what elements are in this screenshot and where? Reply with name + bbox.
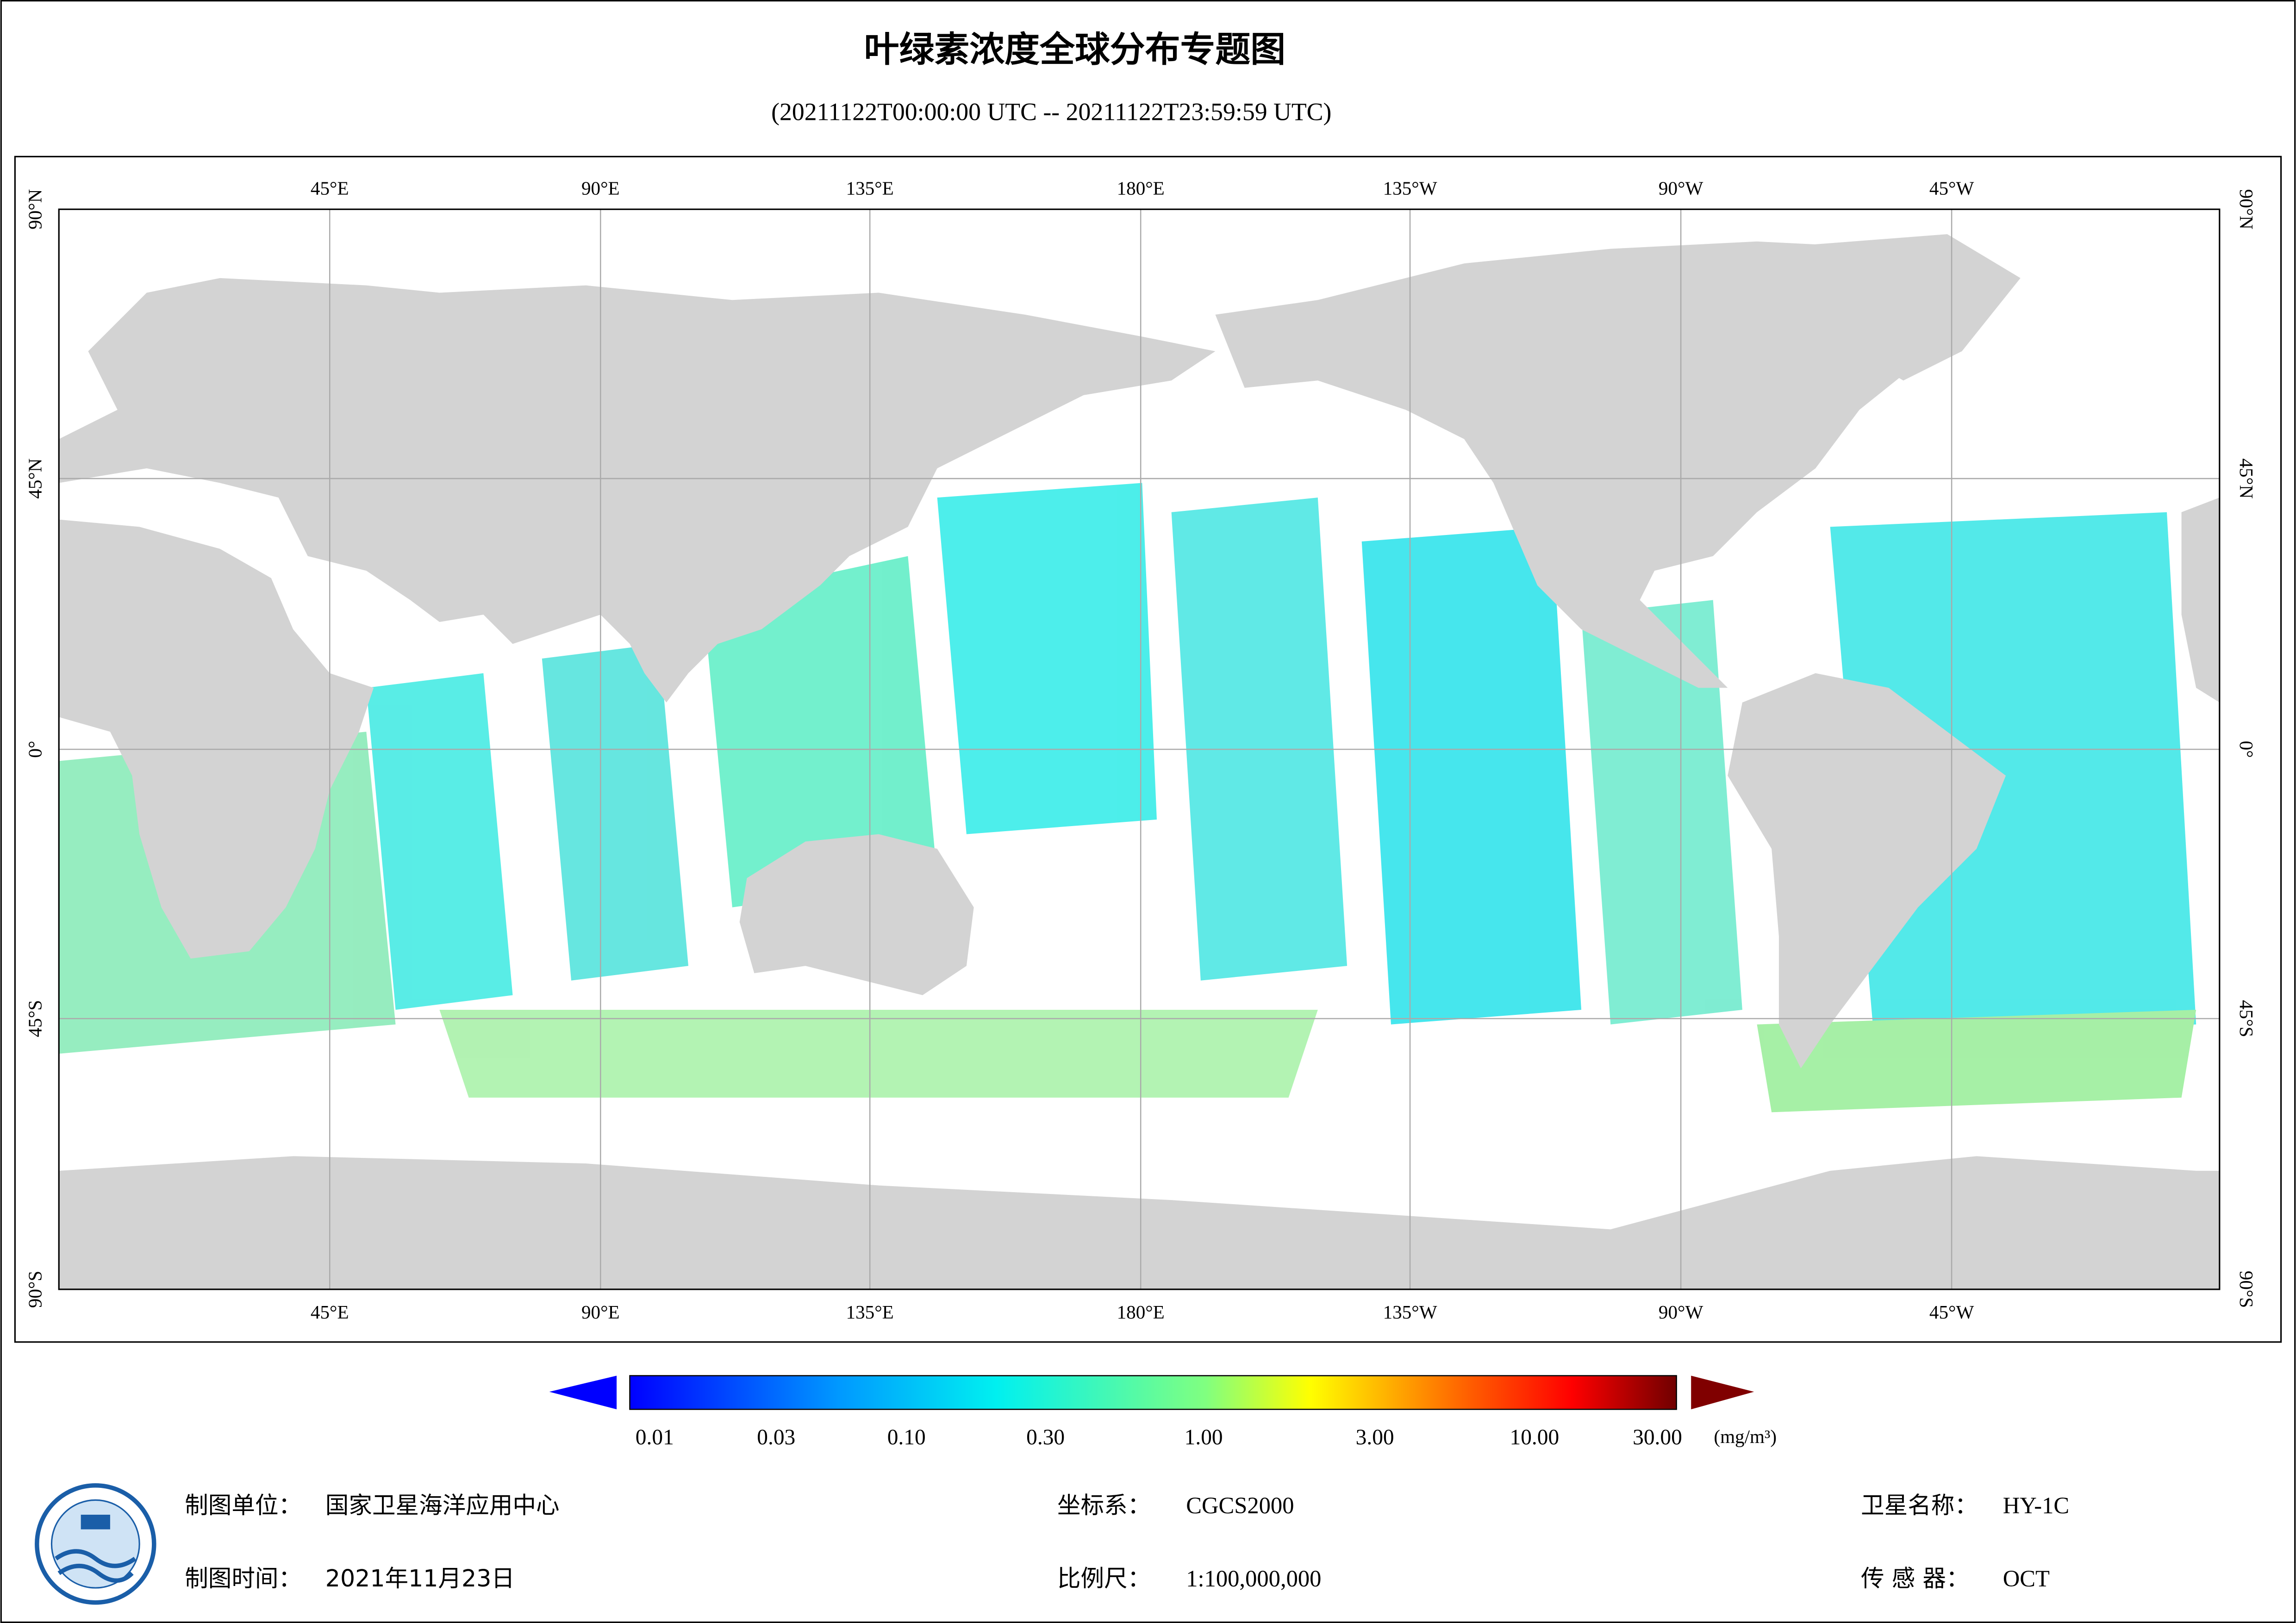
title: 叶绿素浓度全球分布专题图 (864, 29, 1286, 70)
footer-value: HY-1C (2003, 1492, 2069, 1518)
lat-label: 90°S (2236, 1271, 2257, 1308)
footer-value: 1:100,000,000 (1186, 1566, 1321, 1592)
lon-label: 180°E (1117, 178, 1165, 199)
footer-value: 2021年11月23日 (325, 1565, 515, 1592)
lon-label: 90°W (1659, 1301, 1703, 1323)
lat-label: 45°S (24, 1000, 45, 1037)
footer-value: OCT (2003, 1566, 2050, 1592)
lon-label: 90°W (1659, 178, 1703, 199)
colorbar-over (1691, 1375, 1754, 1410)
lat-label: 45°N (24, 458, 45, 498)
lon-label: 135°W (1383, 1301, 1437, 1323)
lat-label: 45°N (2236, 458, 2257, 498)
map (59, 209, 2220, 1289)
legend-label: 30.00 (1633, 1425, 1682, 1449)
footer-label: 制图时间： (185, 1565, 302, 1592)
lon-label: 180°E (1117, 1301, 1165, 1323)
lat-label: 0° (2236, 741, 2257, 758)
map-frame (14, 155, 2282, 1343)
legend-label: 0.10 (887, 1425, 926, 1449)
lon-label: 135°W (1383, 178, 1437, 199)
lon-label: 45°W (1929, 178, 1974, 199)
footer-label: 制图单位： (185, 1492, 302, 1519)
legend-label: 0.03 (757, 1425, 795, 1449)
chlorophyll-swaths (59, 483, 2196, 1113)
land (59, 234, 2220, 1289)
lon-label: 45°E (311, 178, 349, 199)
legend-label: 0.01 (636, 1425, 674, 1449)
footer-value: CGCS2000 (1186, 1492, 1294, 1518)
colorbar-ramp (629, 1375, 1677, 1410)
colorbar-under (549, 1375, 617, 1410)
footer-label: 传 感 器： (1861, 1565, 1969, 1592)
lat-label: 90°S (24, 1271, 45, 1308)
footer-label: 比例尺： (1057, 1565, 1151, 1592)
legend-label: 3.00 (1356, 1425, 1394, 1449)
legend-label: 0.30 (1026, 1425, 1065, 1449)
subtitle: (20211122T00:00:00 UTC -- 20211122T23:59… (771, 98, 1331, 125)
legend-label: 10.00 (1510, 1425, 1559, 1449)
logo (35, 1483, 156, 1605)
footer-value: 国家卫星海洋应用中心 (325, 1492, 560, 1519)
legend-label: 1.00 (1185, 1425, 1223, 1449)
lat-label: 90°N (2236, 189, 2257, 230)
legend-unit: (mg/m³) (1714, 1426, 1777, 1448)
lon-label: 45°W (1929, 1301, 1974, 1323)
lat-label: 0° (24, 741, 45, 758)
colorbar: 0.01 0.03 0.10 0.30 1.00 3.00 10.00 30.0… (549, 1375, 1777, 1449)
lat-label: 45°S (2236, 1000, 2257, 1037)
lat-label: 90°N (24, 189, 45, 230)
footer: 制图单位： 国家卫星海洋应用中心 制图时间： 2021年11月23日 坐标系： … (185, 1492, 2069, 1592)
lon-label: 45°E (311, 1301, 349, 1323)
lon-label: 90°E (581, 1301, 620, 1323)
footer-label: 坐标系： (1057, 1492, 1151, 1519)
lat-labels: 90°N 45°N 0° 45°S 90°S 90°N 45°N 0° 45°S… (24, 189, 2257, 1308)
lon-label: 90°E (581, 178, 620, 199)
map-border (58, 208, 2221, 1290)
lon-labels: 45°E 90°E 135°E 180°E 135°W 90°W 45°W 45… (311, 178, 1974, 1323)
lon-label: 135°E (846, 1301, 894, 1323)
footer-label: 卫星名称： (1861, 1492, 1978, 1519)
graticule (59, 209, 2220, 1289)
lon-label: 135°E (846, 178, 894, 199)
